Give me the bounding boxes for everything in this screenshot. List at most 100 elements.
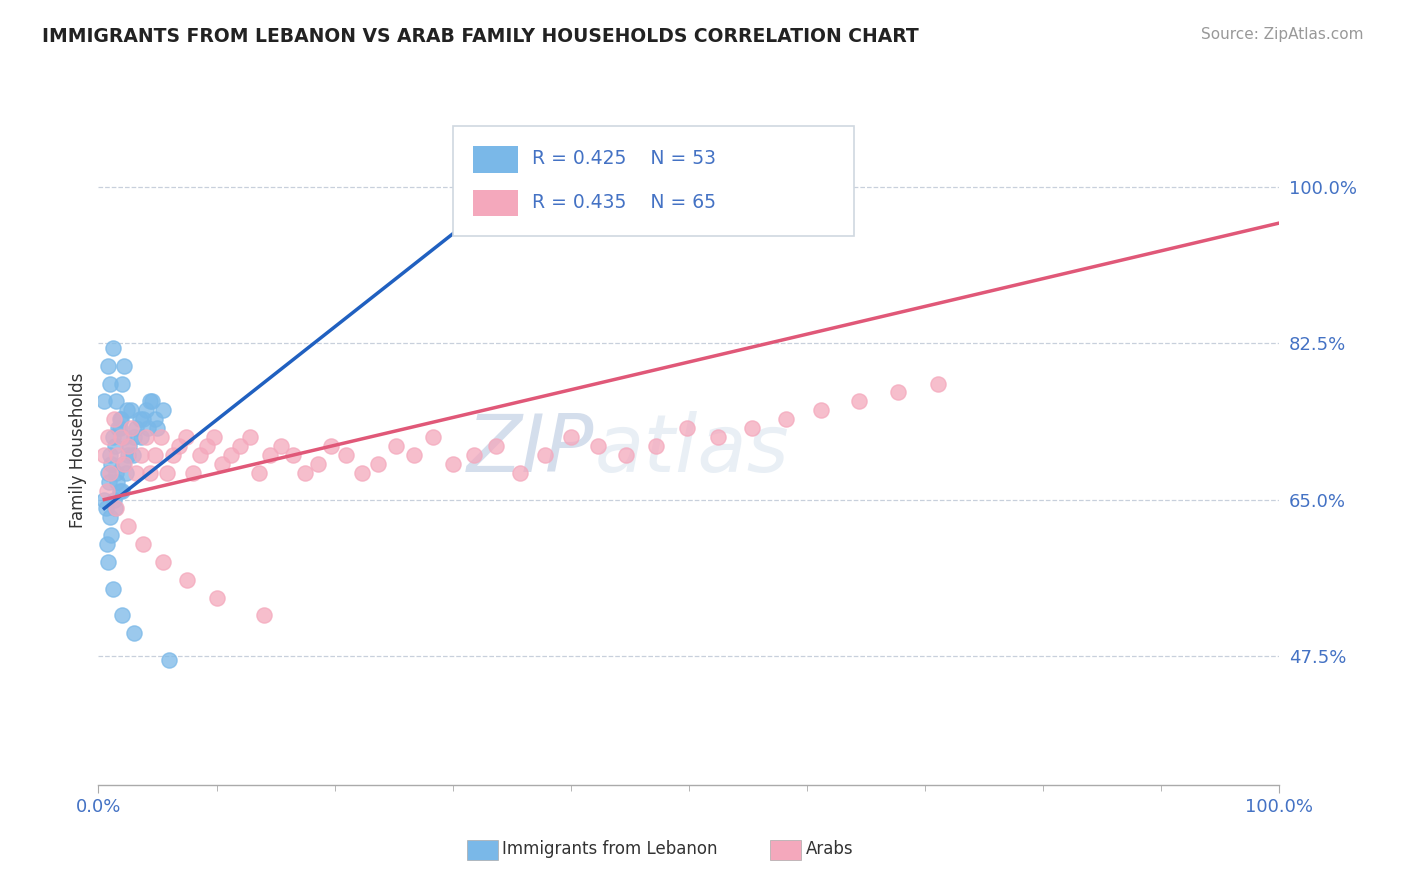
Point [644, 439, 666, 453]
Point [98, 376, 121, 391]
Point [98, 466, 121, 480]
Point [350, 466, 373, 480]
Point [114, 466, 136, 480]
Point [112, 430, 135, 444]
Point [367, 457, 389, 471]
Point [108, 421, 131, 435]
Point [307, 457, 329, 471]
Point [157, 653, 180, 667]
Point [707, 430, 730, 444]
Text: Immigrants from Lebanon: Immigrants from Lebanon [502, 840, 717, 858]
Point [117, 519, 139, 533]
Point [105, 501, 128, 516]
Point [132, 412, 155, 426]
Point [335, 448, 357, 462]
Point [96, 537, 118, 551]
Point [675, 421, 697, 435]
Point [129, 430, 152, 444]
Point [125, 421, 148, 435]
Point [294, 466, 316, 480]
Bar [472, 190, 517, 217]
Point [98, 448, 121, 462]
Point [887, 385, 910, 400]
FancyBboxPatch shape [453, 126, 855, 236]
Point [117, 439, 139, 453]
Text: Arabs: Arabs [806, 840, 853, 858]
Point [156, 466, 179, 480]
Point [174, 430, 197, 444]
Point [441, 457, 464, 471]
Point [181, 466, 204, 480]
Point [422, 430, 444, 444]
Point [463, 448, 485, 462]
Point [385, 439, 408, 453]
Point [122, 626, 145, 640]
Point [115, 403, 138, 417]
Point [132, 537, 155, 551]
Point [117, 448, 139, 462]
Point [105, 466, 128, 480]
Point [97, 359, 120, 373]
Point [104, 501, 127, 516]
Point [112, 457, 135, 471]
Point [259, 448, 281, 462]
Point [614, 448, 637, 462]
Point [176, 573, 198, 587]
Point [111, 483, 134, 498]
Point [97, 555, 120, 569]
Point [741, 421, 763, 435]
Point [253, 608, 276, 623]
Point [101, 582, 124, 596]
Text: IMMIGRANTS FROM LEBANON VS ARAB FAMILY HOUSEHOLDS CORRELATION CHART: IMMIGRANTS FROM LEBANON VS ARAB FAMILY H… [42, 27, 920, 45]
Point [560, 430, 582, 444]
Point [586, 439, 609, 453]
Point [97, 466, 120, 480]
Point [141, 394, 163, 409]
Point [205, 591, 228, 605]
Point [139, 466, 162, 480]
Point [108, 483, 131, 498]
Point [319, 439, 342, 453]
Point [139, 394, 162, 409]
Point [103, 492, 125, 507]
Point [118, 439, 141, 453]
Point [152, 403, 174, 417]
Point [100, 457, 122, 471]
Point [121, 448, 143, 462]
Point [229, 439, 252, 453]
Point [146, 421, 169, 435]
Point [108, 412, 131, 426]
Point [93, 492, 115, 507]
Point [211, 457, 233, 471]
Text: atlas: atlas [595, 411, 789, 490]
Point [98, 510, 121, 524]
Point [143, 412, 166, 426]
Text: ZIP: ZIP [467, 411, 595, 490]
Point [202, 430, 225, 444]
Point [112, 359, 135, 373]
Point [101, 430, 124, 444]
Point [927, 376, 949, 391]
Point [107, 421, 129, 435]
Point [105, 448, 128, 462]
Point [104, 439, 127, 453]
Point [509, 466, 531, 480]
Point [101, 341, 124, 355]
Point [121, 421, 143, 435]
Text: R = 0.425    N = 53: R = 0.425 N = 53 [531, 149, 716, 169]
Point [110, 430, 132, 444]
Point [219, 448, 242, 462]
Point [105, 394, 128, 409]
Point [534, 448, 557, 462]
Point [94, 501, 117, 516]
Point [247, 466, 270, 480]
Point [270, 439, 292, 453]
Point [188, 448, 211, 462]
Point [122, 430, 145, 444]
Point [135, 430, 157, 444]
Point [775, 412, 797, 426]
Point [96, 483, 118, 498]
Point [150, 430, 173, 444]
Point [93, 448, 115, 462]
Point [112, 457, 135, 471]
